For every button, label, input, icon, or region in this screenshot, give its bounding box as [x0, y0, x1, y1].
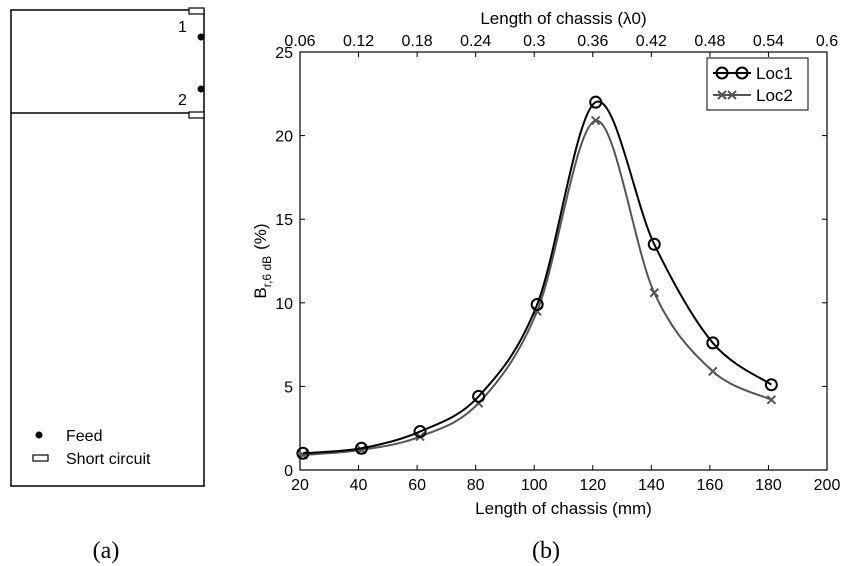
y-tick-label: 20	[275, 129, 293, 146]
x2-tick-label: 0.54	[753, 33, 784, 50]
x2-tick-label: 0.12	[343, 33, 374, 50]
data-point-loc2-stroke	[590, 115, 601, 126]
y-tick-label: 25	[275, 45, 293, 62]
data-point-loc2-stroke	[708, 366, 718, 377]
legend-marker-loc2-stroke	[727, 90, 737, 100]
x-tick-label: 40	[350, 477, 368, 494]
x-tick-label: 160	[697, 477, 724, 494]
data-point-loc1	[647, 237, 661, 251]
y-axis-label: Br,6 dB (%)	[251, 223, 274, 298]
legend-marker-loc2	[717, 90, 727, 100]
x-tick-label: 60	[408, 477, 426, 494]
x2-tick-label: 0.18	[402, 33, 433, 50]
legend-marker-loc1	[715, 66, 729, 80]
data-point-loc1	[706, 336, 720, 350]
legend-box	[706, 57, 809, 111]
chart-legend: Loc1 Loc2	[706, 57, 809, 111]
feed-legend-label: Feed	[66, 428, 102, 445]
chassis-diagram: 1 2 Feed Short circuit	[10, 7, 205, 487]
x2-tick-label: 0.06	[284, 33, 315, 50]
x-axis-label: Length of chassis (mm)	[475, 499, 652, 518]
data-point-loc1	[296, 446, 310, 460]
series-line-loc1	[302, 100, 772, 455]
short-circuit-top	[188, 7, 205, 15]
data-point-loc1	[589, 95, 603, 109]
x2-tick-label: 0.42	[636, 33, 667, 50]
caption-a: (a)	[93, 538, 120, 564]
legend-label-loc1: Loc1	[756, 64, 793, 83]
data-point-loc1	[472, 389, 486, 403]
data-point-loc1	[413, 425, 427, 439]
feed-point-1	[197, 33, 205, 41]
x-tick-label: 180	[755, 477, 782, 494]
data-point-loc1	[764, 378, 778, 392]
short-circuit-legend-label: Short circuit	[66, 451, 151, 468]
short-circuit-bottom	[188, 111, 205, 119]
y-axis-label-main: B	[251, 287, 270, 298]
x2-tick-label: 0.36	[577, 33, 608, 50]
series-line-loc2	[302, 119, 772, 456]
legend-marker-loc2-stroke	[717, 90, 727, 100]
data-point-loc2	[649, 288, 659, 298]
chassis-outline	[10, 9, 205, 487]
data-point-loc1	[354, 441, 368, 455]
series-layer	[296, 95, 778, 460]
feed-legend-marker	[35, 431, 43, 439]
y-tick-label: 0	[284, 463, 293, 480]
x2-tick-label: 0.6	[816, 33, 838, 50]
x-tick-label: 100	[521, 477, 548, 494]
data-point-loc1	[530, 297, 544, 311]
port-label-2: 2	[178, 92, 187, 109]
x-tick-label: 140	[638, 477, 665, 494]
x-tick-label: 200	[814, 477, 841, 494]
x2-tick-label: 0.24	[460, 33, 491, 50]
data-point-loc2-stroke	[649, 288, 659, 298]
caption-b: (b)	[532, 538, 560, 564]
legend-marker-loc1	[735, 66, 749, 80]
x-tick-label: 20	[291, 477, 309, 494]
legend-marker-loc2	[727, 90, 737, 100]
x-tick-label: 80	[467, 477, 485, 494]
top-x-axis-label: Length of chassis (λ0)	[480, 9, 646, 28]
legend-label-loc2: Loc2	[756, 86, 793, 105]
data-point-loc2-stroke	[766, 395, 777, 405]
short-circuit-legend-marker	[32, 454, 49, 462]
y-tick-label: 15	[275, 212, 293, 229]
data-point-loc2	[766, 395, 777, 405]
data-point-loc2	[590, 115, 601, 126]
diagram-legend: Feed Short circuit	[32, 428, 151, 468]
data-point-loc2	[708, 366, 718, 377]
y-tick-label: 5	[284, 379, 293, 396]
y-tick-label: 10	[275, 296, 293, 313]
feed-point-2	[197, 85, 205, 93]
top-x-axis-label-text: Length of chassis (λ0)	[480, 9, 646, 28]
port-label-1: 1	[178, 19, 187, 36]
x-tick-label: 120	[579, 477, 606, 494]
x2-tick-label: 0.48	[694, 33, 725, 50]
x2-tick-label: 0.3	[523, 33, 545, 50]
y-axis-label-unit: (%)	[251, 223, 270, 249]
y-axis-label-sub: r,6 dB	[260, 256, 274, 287]
plot-area	[299, 51, 828, 471]
